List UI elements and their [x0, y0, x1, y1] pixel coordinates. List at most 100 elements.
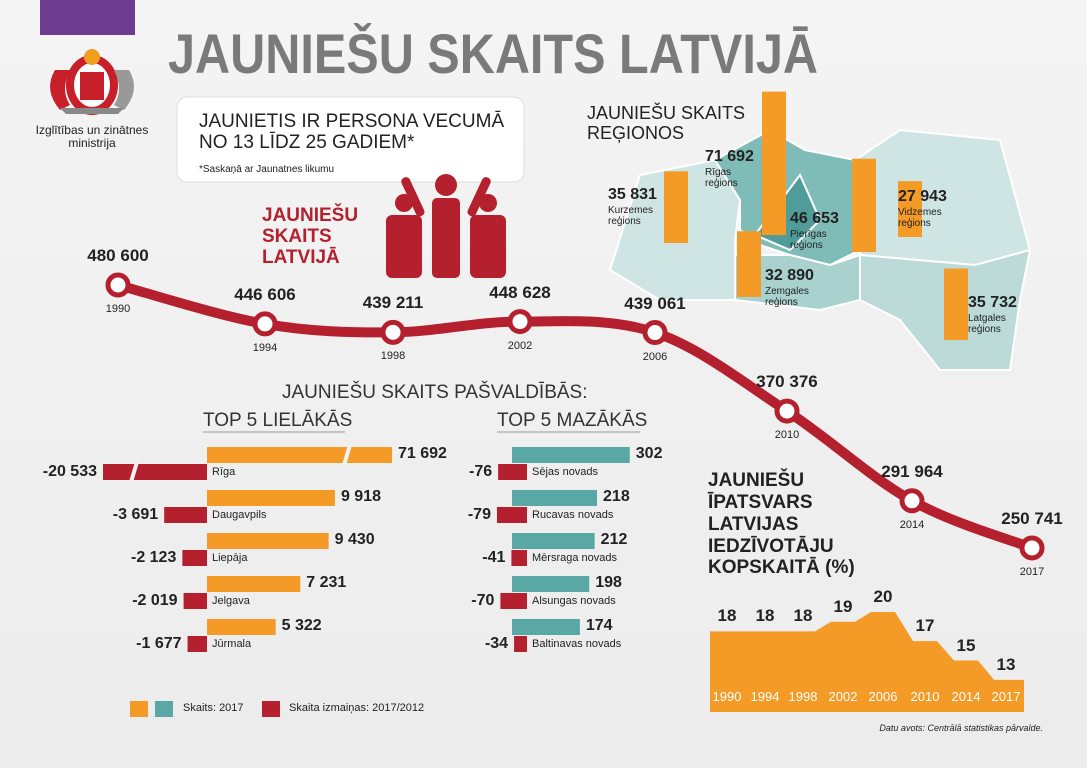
bar	[498, 464, 527, 480]
year-label: 1994	[252, 341, 278, 354]
value-label: -2 019	[132, 592, 178, 609]
legend-label: Skaits: 2017	[183, 702, 244, 714]
data-point	[252, 311, 278, 337]
value-label: 18	[755, 606, 775, 626]
value-label: -3 691	[112, 506, 159, 523]
year-label: 1998	[380, 350, 406, 363]
people-icon	[386, 174, 506, 278]
chart-title: TOP 5 MAZĀKĀS	[497, 410, 648, 431]
value-label: -20 533	[42, 463, 97, 480]
bar	[207, 619, 276, 635]
value-label: 27 943	[898, 188, 947, 205]
category-label: Sējas novads	[532, 466, 599, 478]
region-label: Kurzemes reģions	[608, 205, 654, 227]
region-bar	[852, 158, 876, 252]
value-label: 448 628	[489, 282, 551, 302]
value-label: -41	[482, 549, 506, 566]
value-label: 32 890	[765, 267, 814, 284]
chart-title: JAUNIEŠU SKAITS REĢIONOS	[587, 103, 746, 143]
region-label: Vidzemes reģions	[898, 207, 942, 229]
bar	[512, 490, 598, 506]
region-label: Zemgales reģions	[765, 286, 809, 308]
value-label: 5 322	[281, 617, 322, 634]
value-label: 7 231	[306, 574, 347, 591]
data-point	[1019, 535, 1045, 561]
coat-of-arms	[50, 49, 134, 115]
category-label: Liepāja	[212, 552, 248, 564]
bar	[496, 507, 527, 523]
bar	[207, 576, 301, 592]
year-label: 1990	[712, 689, 742, 704]
bar	[511, 550, 527, 566]
bar	[183, 593, 207, 609]
bar	[512, 619, 580, 635]
value-label: -79	[467, 506, 491, 523]
data-point	[380, 319, 406, 345]
year-label: 2017	[1019, 565, 1045, 578]
value-label: 439 061	[624, 293, 686, 313]
value-label: 19	[833, 596, 853, 616]
value-label: 446 606	[234, 284, 296, 304]
value-label: 15	[956, 635, 976, 655]
value-label: 370 376	[756, 372, 818, 392]
value-label: 9 918	[340, 488, 381, 505]
ministry-name: Izglītības un zinātnes ministrija	[35, 123, 149, 151]
year-label: 2010	[774, 429, 800, 442]
value-label: -76	[468, 463, 493, 480]
region-bar	[737, 231, 761, 297]
value-label: 17	[915, 616, 935, 636]
bar	[207, 490, 335, 506]
bar	[182, 550, 207, 566]
bar	[187, 636, 207, 652]
value-label: -1 677	[136, 635, 182, 652]
bar	[500, 593, 527, 609]
value-label: 20	[873, 587, 893, 606]
axis-break	[342, 444, 352, 466]
category-label: Baltinavas novads	[532, 638, 622, 650]
value-label: 71 692	[705, 148, 754, 165]
value-label: 71 692	[398, 445, 447, 462]
year-label: 2014	[951, 689, 981, 704]
definition-text: JAUNIETIS IR PERSONA VECUMĀ NO 13 LĪDZ 2…	[199, 111, 505, 153]
section-title: JAUNIEŠU SKAITS PAŠVALDĪBĀS:	[282, 382, 588, 403]
value-label: 302	[635, 445, 663, 462]
year-label: 2017	[991, 689, 1021, 704]
category-label: Alsungas novads	[532, 595, 616, 607]
data-point	[105, 272, 131, 298]
value-label: -2 123	[130, 549, 177, 566]
accent-bar	[40, 0, 135, 35]
source-note: Datu avots: Centrālā statistikas pārvald…	[879, 723, 1043, 733]
value-label: 18	[793, 606, 813, 626]
value-label: 13	[996, 654, 1016, 674]
value-label: -70	[471, 592, 495, 609]
axis-break	[129, 461, 139, 483]
chart-title: JAUNIEŠU ĪPATSVARS LATVIJAS IEDZĪVOTĀJU …	[708, 470, 855, 579]
bar	[512, 576, 590, 592]
bar	[514, 636, 527, 652]
data-point	[899, 488, 925, 514]
bar	[207, 533, 329, 549]
category-label: Daugavpils	[212, 509, 267, 521]
bar	[103, 464, 207, 480]
year-label: 2010	[910, 689, 940, 704]
value-label: 480 600	[87, 246, 149, 265]
value-label: 9 430	[334, 531, 375, 548]
area	[710, 612, 1024, 712]
definition-note: *Saskaņā ar Jaunatnes likumu	[199, 164, 335, 175]
value-label: 212	[600, 531, 628, 548]
bar	[164, 507, 207, 523]
year-label: 1994	[750, 689, 780, 704]
value-label: 35 831	[608, 186, 657, 203]
region-bar	[664, 171, 688, 243]
region-bar	[898, 181, 922, 237]
value-label: 46 653	[790, 210, 839, 227]
value-label: 250 741	[1001, 508, 1063, 528]
value-label: 198	[595, 574, 622, 591]
region-bar	[762, 91, 786, 235]
region-bar	[944, 268, 968, 340]
value-label: 174	[585, 617, 613, 634]
chart-title: TOP 5 LIELĀKĀS	[203, 410, 353, 431]
year-label: 2002	[507, 339, 533, 352]
legend-swatch	[130, 701, 148, 717]
